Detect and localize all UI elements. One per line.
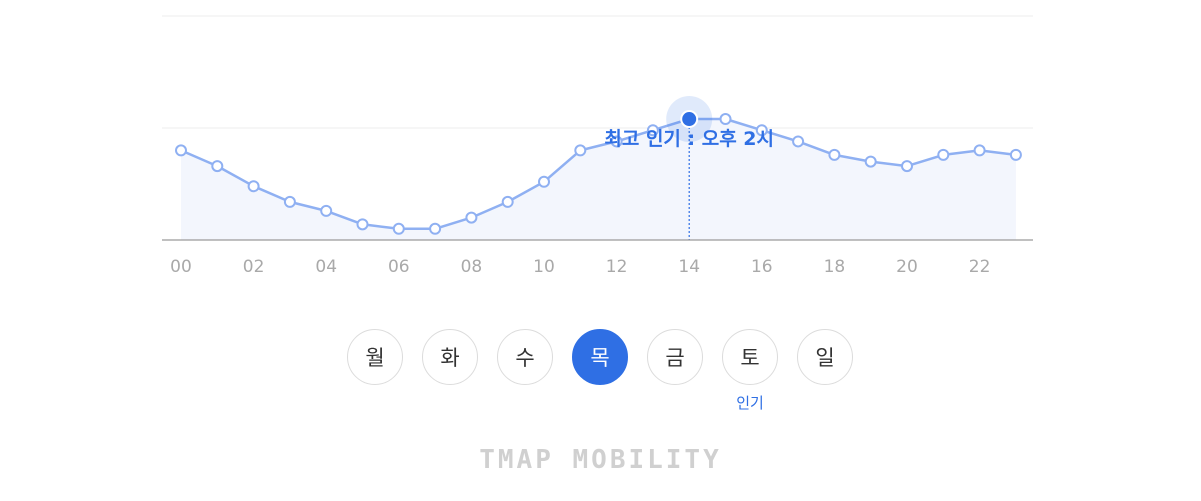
data-point — [392, 222, 405, 235]
day-label: 화 — [440, 346, 460, 370]
day-label: 토 — [740, 346, 760, 370]
x-tick-label: 12 — [606, 257, 628, 277]
x-tick-label: 14 — [678, 257, 700, 277]
data-point — [320, 204, 333, 217]
day-button[interactable]: 화 — [422, 329, 478, 385]
data-point — [973, 144, 986, 157]
data-point — [646, 124, 659, 137]
x-tick-label: 22 — [969, 257, 991, 277]
x-tick-label: 04 — [315, 257, 337, 277]
data-point — [937, 148, 950, 161]
data-point — [283, 195, 296, 208]
data-points — [175, 110, 1022, 235]
data-point — [1009, 148, 1022, 161]
x-tick-label: 16 — [751, 257, 773, 277]
day-label: 목 — [590, 346, 610, 370]
day-label: 수 — [515, 346, 535, 370]
data-point — [429, 222, 442, 235]
data-point — [574, 144, 587, 157]
data-point — [864, 155, 877, 168]
day-label: 금 — [665, 346, 685, 370]
area-fill — [181, 119, 1016, 240]
x-ticks: 00 02 04 06 08 10 12 14 16 18 20 22 — [170, 257, 990, 277]
popular-badge: 인기 — [736, 394, 764, 412]
data-point — [465, 211, 478, 224]
x-tick-label: 10 — [533, 257, 555, 277]
day-button[interactable]: 금 — [647, 329, 703, 385]
popularity-chart: 00 02 04 06 08 10 12 14 16 18 20 22 최고 인기 : 오후 2시 — [162, 15, 1033, 277]
brand-logo: TMAP MOBILITY — [479, 445, 722, 475]
x-tick-label: 00 — [170, 257, 192, 277]
day-button[interactable]: 수 — [497, 329, 553, 385]
data-point — [828, 148, 841, 161]
day-label: 월 — [365, 346, 385, 370]
series-line — [180, 117, 1017, 231]
peak-label: 최고 인기 : 오후 2시 — [604, 128, 774, 150]
day-button[interactable]: 일 — [797, 329, 853, 385]
grid — [162, 15, 1033, 129]
day-button[interactable]: 월 — [347, 329, 403, 385]
day-button[interactable]: 목 — [572, 329, 628, 385]
x-tick-label: 08 — [461, 257, 483, 277]
data-point — [755, 124, 768, 137]
data-point — [538, 175, 550, 188]
data-point — [610, 135, 623, 148]
peak-point — [680, 110, 699, 129]
day-label: 일 — [815, 346, 835, 370]
data-point — [501, 195, 514, 208]
x-tick-label: 18 — [824, 257, 846, 277]
data-point — [211, 160, 224, 173]
data-point — [719, 113, 732, 126]
data-point — [356, 218, 369, 231]
x-tick-label: 06 — [388, 257, 410, 277]
data-point — [175, 144, 187, 157]
data-point — [901, 160, 913, 173]
x-tick-label: 02 — [243, 257, 265, 277]
data-point — [792, 135, 805, 148]
data-point — [247, 180, 260, 193]
x-tick-label: 20 — [896, 257, 918, 277]
